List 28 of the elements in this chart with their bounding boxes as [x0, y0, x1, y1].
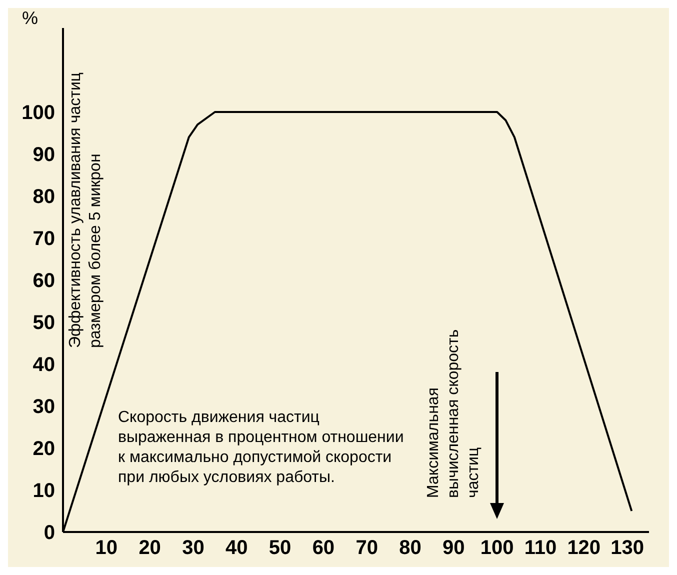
- y-tick-label: 10: [32, 480, 55, 502]
- x-tick-label: 90: [442, 537, 465, 560]
- y-tick-label: 80: [32, 186, 55, 208]
- annotation: Скорость движения частиц выраженная в процентном отношении к максимально допустимой скорости при любых условиях работы.: [118, 408, 405, 488]
- annotation: Эффективность улавливания частиц размером более 5 микрон: [66, 71, 105, 348]
- x-tick-label: 40: [226, 537, 248, 560]
- x-tick-label: 130: [610, 537, 644, 560]
- y-tick-label: 60: [32, 270, 55, 292]
- y-tick-label: 100: [22, 102, 55, 124]
- x-tick-label: 50: [268, 537, 292, 560]
- x-tick-label: 80: [399, 537, 422, 560]
- y-axis-title: %: [22, 8, 38, 29]
- x-tick-label: 60: [312, 537, 335, 560]
- x-tick-label: 70: [356, 537, 378, 560]
- x-tick-label: 30: [182, 537, 204, 560]
- y-tick-label: 20: [32, 438, 55, 460]
- x-tick-label: 120: [567, 537, 601, 560]
- y-tick-label: 50: [32, 312, 55, 334]
- x-tick-label: 110: [524, 537, 557, 560]
- y-tick-label: 30: [32, 396, 55, 418]
- y-tick-label: 70: [32, 228, 55, 250]
- y-tick-label: 90: [32, 144, 55, 166]
- x-tick-label: 20: [138, 537, 161, 560]
- x-tick-label: 100: [480, 537, 514, 560]
- annotation: Максимальная вычисленная скорость частиц: [424, 328, 483, 498]
- x-tick-label: 10: [95, 537, 118, 560]
- y-tick-label: 40: [32, 354, 55, 376]
- y-tick-label: 0: [44, 522, 55, 544]
